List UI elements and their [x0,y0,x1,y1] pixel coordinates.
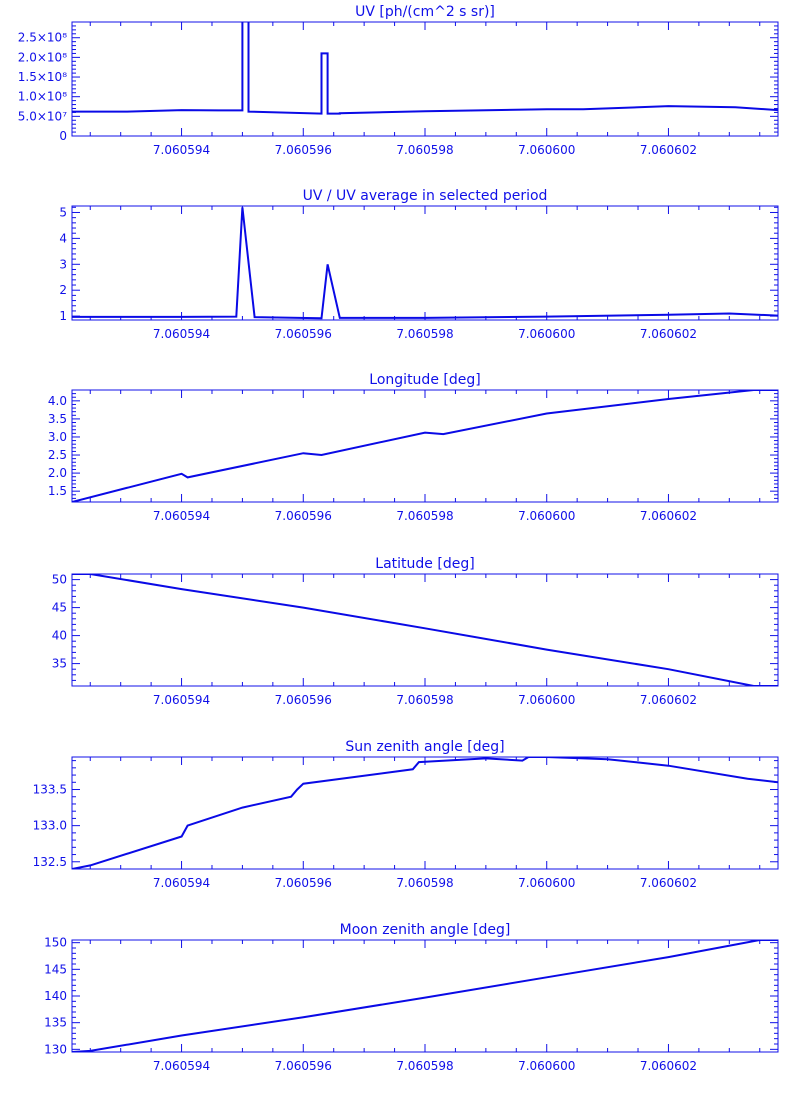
plot-frame [71,205,779,321]
y-tick-label: 3.5 [48,412,67,426]
y-tick-label: 150 [44,936,67,950]
x-tick-label: 7.060598 [396,1059,453,1073]
y-tick-label: 0 [59,129,67,143]
x-tick-label: 7.060596 [275,143,332,157]
plot-frame [71,21,779,137]
series-line [72,940,778,1052]
x-tick-label: 7.060598 [396,876,453,890]
x-tick-label: 7.060594 [153,509,210,523]
chart-panel-2: UV / UV average in selected period 7.0605… [59,188,779,341]
y-tick-label: 2.0×10⁸ [18,50,67,64]
y-tick-label: 1.5 [48,484,67,498]
y-tick-label: 130 [44,1042,67,1056]
chart-title: UV / UV average in selected period [303,188,548,204]
x-tick-label: 7.060598 [396,509,453,523]
plot-frame [71,756,779,870]
y-tick-label: 1.5×10⁸ [18,70,67,84]
y-tick-label: 5.0×10⁷ [18,109,67,123]
chart-panel-4: Latitude [deg] 7.060594 7.060596 7.060598 7.… [52,556,779,707]
y-tick-label: 2 [59,283,67,297]
chart-title: UV [ph/(cm^2 s sr)] [355,4,495,20]
y-tick-label: 145 [44,962,67,976]
x-tick-label: 7.060594 [153,143,210,157]
x-tick-label: 7.060600 [518,876,575,890]
chart-panel-6: Moon zenith angle [deg] 7.060594 7.060596 7… [44,922,779,1073]
y-tick-label: 50 [52,573,67,587]
chart-panel-1: UV [ph/(cm^2 s sr)] 7.060594 7.060596 7.060… [18,4,779,157]
x-tick-label: 7.060602 [640,327,697,341]
x-tick-label: 7.060600 [518,693,575,707]
x-tick-label: 7.060596 [275,509,332,523]
x-tick-label: 7.060596 [275,876,332,890]
x-tick-label: 7.060602 [640,143,697,157]
x-tick-label: 7.060602 [640,1059,697,1073]
x-tick-label: 7.060596 [275,693,332,707]
x-tick-label: 7.060602 [640,876,697,890]
x-tick-label: 7.060596 [275,1059,332,1073]
y-tick-label: 3.0 [48,430,67,444]
series-line [72,574,778,686]
y-tick-label: 2.0 [48,466,67,480]
y-tick-label: 133.5 [33,783,67,797]
chart-title: Sun zenith angle [deg] [345,739,504,755]
x-tick-label: 7.060594 [153,327,210,341]
x-tick-label: 7.060598 [396,693,453,707]
x-tick-label: 7.060602 [640,509,697,523]
y-tick-label: 1.0×10⁸ [18,90,67,104]
y-tick-label: 133.0 [33,819,67,833]
series-line [72,22,778,115]
y-tick-label: 2.5×10⁸ [18,31,67,45]
series-line [72,207,778,320]
y-tick-label: 132.5 [33,855,67,869]
x-tick-label: 7.060600 [518,509,575,523]
x-tick-label: 7.060596 [275,327,332,341]
y-tick-label: 4 [59,231,67,245]
y-tick-label: 40 [52,629,67,643]
y-tick-label: 2.5 [48,448,67,462]
x-tick-label: 7.060594 [153,1059,210,1073]
x-tick-label: 7.060598 [396,327,453,341]
y-tick-label: 140 [44,989,67,1003]
y-tick-label: 35 [52,657,67,671]
x-tick-label: 7.060598 [396,143,453,157]
x-tick-label: 7.060602 [640,693,697,707]
chart-title: Longitude [deg] [369,372,480,388]
y-tick-label: 4.0 [48,394,67,408]
plot-frame [71,389,779,503]
x-tick-label: 7.060600 [518,327,575,341]
series-line [72,390,778,502]
y-tick-label: 45 [52,601,67,615]
chart-panel-3: Longitude [deg] 7.060594 7.060596 7.060598 7… [48,372,779,523]
chart-title: Moon zenith angle [deg] [340,922,511,938]
y-tick-label: 5 [59,205,67,219]
chart-title: Latitude [deg] [375,556,474,572]
x-tick-label: 7.060594 [153,876,210,890]
y-tick-label: 3 [59,257,67,271]
y-tick-label: 1 [59,309,67,323]
y-tick-label: 135 [44,1016,67,1030]
series-line [72,757,778,869]
x-tick-label: 7.060600 [518,1059,575,1073]
chart-panel-5: Sun zenith angle [deg] 7.060594 7.060596 7.… [33,739,779,890]
x-tick-label: 7.060600 [518,143,575,157]
x-tick-label: 7.060594 [153,693,210,707]
